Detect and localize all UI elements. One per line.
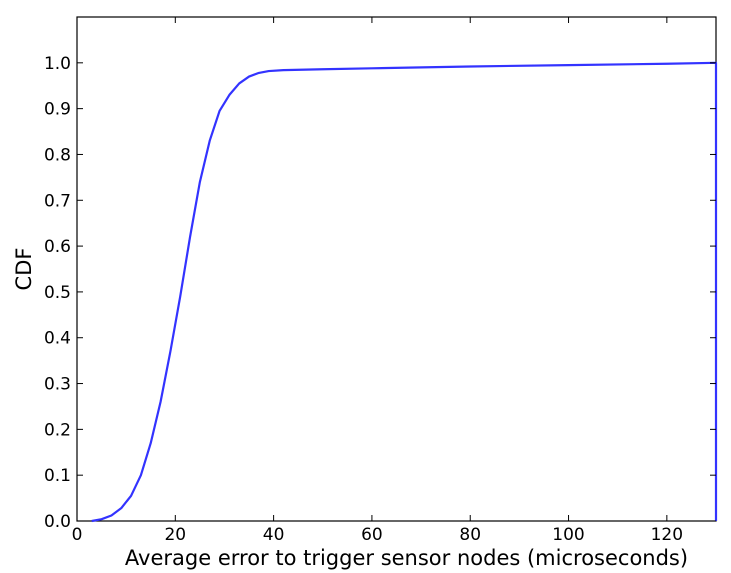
y-tick-label: 0.1 (44, 466, 71, 486)
x-axis-label: Average error to trigger sensor nodes (m… (125, 546, 688, 570)
y-tick-label: 0.0 (44, 512, 71, 532)
y-axis-label: CDF (12, 248, 36, 291)
y-tick-label: 0.5 (44, 283, 71, 303)
x-tick-label: 80 (459, 525, 481, 545)
plot-area-frame (76, 16, 717, 522)
x-tick-label: 120 (651, 525, 683, 545)
y-tick-label: 0.9 (44, 100, 71, 120)
x-tick-label: 60 (361, 525, 383, 545)
x-axis-ticks: 0 20 40 60 80 100 120 (72, 17, 683, 545)
x-tick-label: 0 (72, 525, 83, 545)
y-tick-label: 0.4 (44, 329, 71, 349)
series-layer (91, 61, 718, 523)
y-tick-label: 1.0 (44, 54, 71, 74)
y-tick-label: 0.6 (44, 237, 71, 257)
y-tick-label: 0.3 (44, 375, 71, 395)
cdf-line-series-0 (91, 61, 718, 523)
y-tick-label: 0.8 (44, 145, 71, 165)
x-tick-label: 40 (263, 525, 285, 545)
x-tick-label: 100 (552, 525, 584, 545)
x-tick-label: 20 (164, 525, 186, 545)
y-tick-label: 0.2 (44, 420, 71, 440)
y-tick-label: 0.7 (44, 191, 71, 211)
y-axis-ticks: 0.0 0.1 0.2 0.3 0.4 0.5 0.6 0.7 0.8 0.9 1.0 (44, 54, 716, 532)
